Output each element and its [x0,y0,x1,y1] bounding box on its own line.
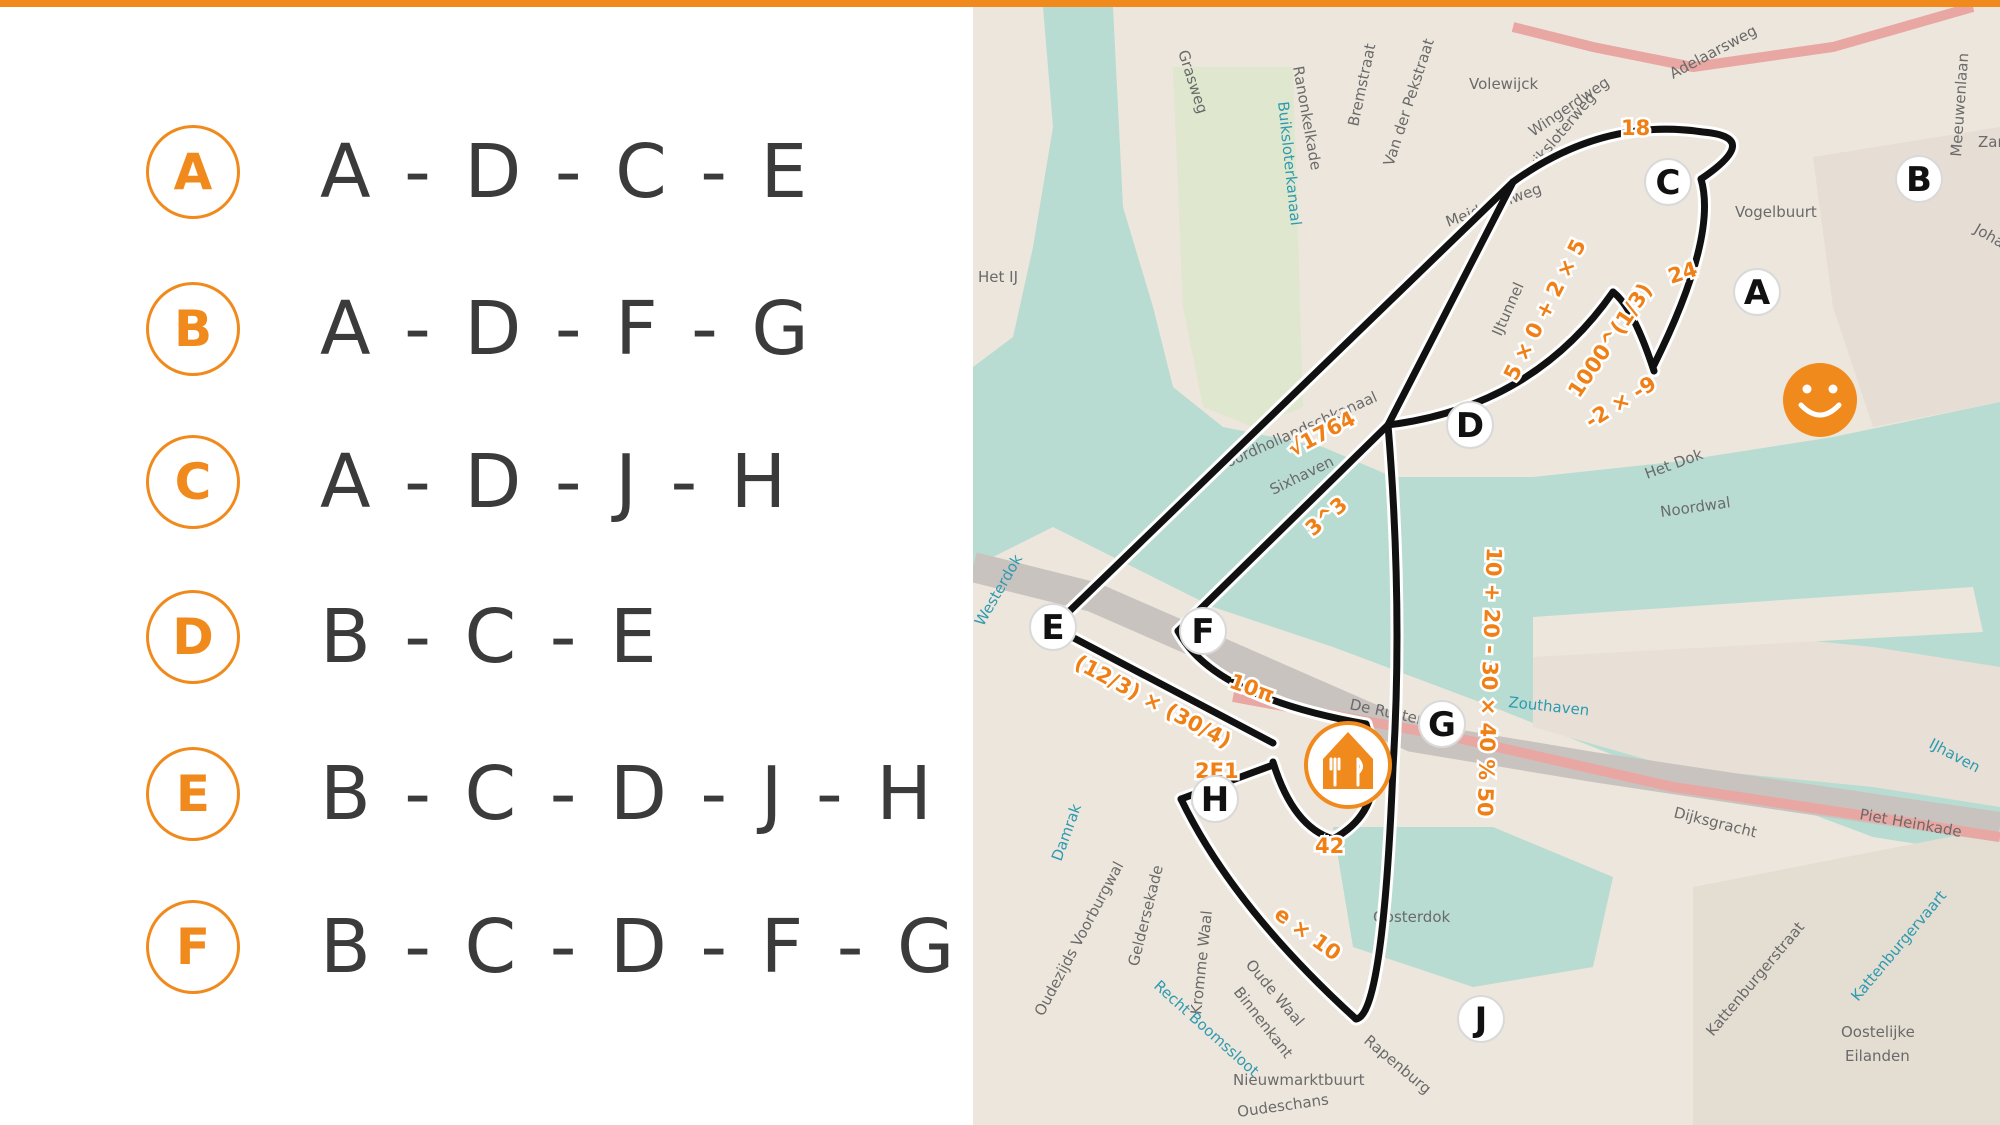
edge-label-g-restaurant: 42 [1315,834,1344,858]
edge-a-home [1609,288,1658,375]
street-label: Zam [1978,133,2000,151]
option-badge: D [146,590,240,684]
option-route: A - D - J - H [320,439,792,525]
node-d: D [1446,401,1494,449]
option-c[interactable]: C A - D - J - H [146,430,946,534]
land-pier [1533,587,1983,657]
edge-d-j [1352,421,1401,1023]
svg-text:F: F [1191,612,1214,652]
road-north [1511,7,1975,73]
node-f: F [1179,607,1227,655]
street-label: Vogelbuurt [1735,203,1817,221]
option-badge: B [146,282,240,376]
option-route: B - C - D - F - G [320,904,960,990]
option-d[interactable]: D B - C - E [146,585,946,689]
street-label: Nieuwmarktbuurt [1233,1071,1365,1089]
edge-h-j [1177,795,1360,1023]
svg-text:E: E [1041,608,1064,648]
option-route: A - D - F - G [320,286,814,372]
node-b: B [1895,155,1943,203]
node-e: E [1029,603,1077,651]
restaurant-icon [1304,721,1392,809]
node-g: G [1418,700,1466,748]
edge-e-restaurant [1049,623,1277,747]
street-label: Volewijck [1469,75,1539,93]
edge-label-c-b: 18 [1621,116,1650,140]
node-j: J [1457,995,1505,1043]
option-route: A - D - C - E [320,129,813,215]
land-north-strip [1173,67,1303,427]
land-oostelijke [1533,627,2000,807]
option-badge: A [146,125,240,219]
street-label: Oostelijke [1841,1023,1915,1041]
option-a[interactable]: A A - D - C - E [146,120,946,224]
smiley-icon [1783,363,1857,437]
street-label: Oosterdok [1373,908,1451,926]
edge-c-b [1509,125,1736,186]
node-a: A [1733,268,1781,316]
edge-a-d [1384,288,1617,429]
svg-text:B: B [1906,160,1932,200]
node-h: H [1191,775,1239,823]
top-accent-bar [0,0,2000,7]
option-badge: C [146,435,240,529]
option-route: B - C - D - J - H [320,751,937,837]
svg-text:H: H [1201,780,1229,820]
edge-b-home [1649,175,1709,371]
route-map: Grasweg Ranonkelkade Buiksloterkanaal Br… [973,7,2000,1125]
road-piet-heinkade [1232,692,2000,842]
option-b[interactable]: B A - D - F - G [146,277,946,381]
svg-text:D: D [1456,406,1484,446]
option-f[interactable]: F B - C - D - F - G [146,895,954,999]
edge-d-c [1384,178,1517,429]
svg-text:J: J [1473,1000,1488,1040]
svg-text:A: A [1744,273,1771,313]
svg-text:C: C [1656,163,1681,203]
street-label: Het IJ [978,268,1018,286]
option-badge: F [146,900,240,994]
answer-options: A A - D - C - E B A - D - F - G C A - D … [0,0,972,1125]
edge-e-c [1049,178,1517,631]
water-oosterdok [1333,827,1613,987]
edge-d-f [1174,421,1392,635]
street-label: Eilanden [1845,1047,1910,1065]
land-west-pier [973,7,1053,367]
svg-text:G: G [1428,705,1456,745]
land-far-east [1693,827,2000,1125]
option-badge: E [146,747,240,841]
land-right-north [1813,127,2000,427]
node-c: C [1644,158,1692,206]
option-route: B - C - E [320,594,662,680]
option-e[interactable]: E B - C - D - J - H [146,742,946,846]
